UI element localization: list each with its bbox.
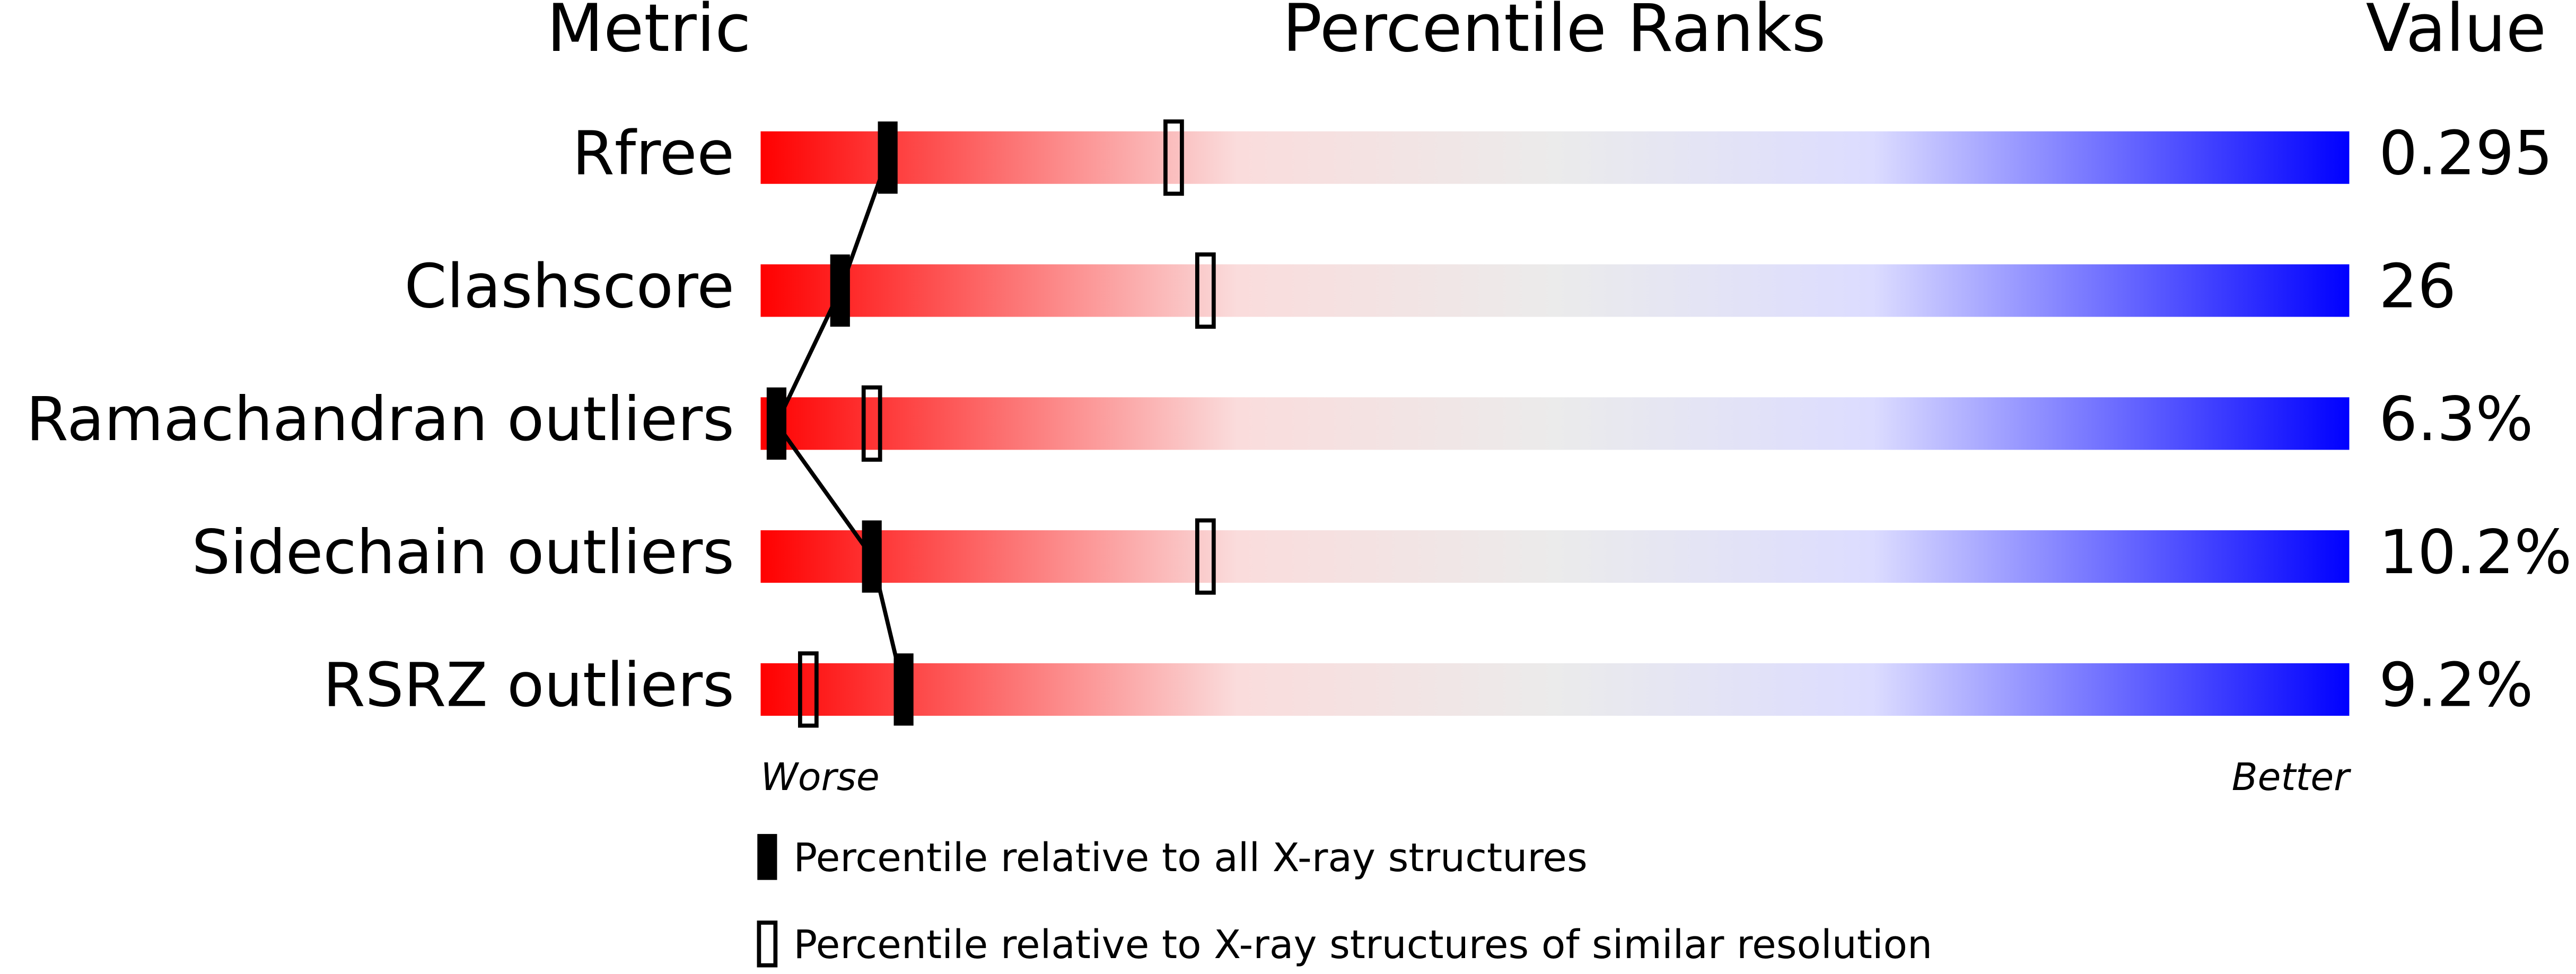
legend-label: Percentile relative to all X-ray structu… (793, 835, 1587, 881)
metric-value: 26 (2379, 251, 2456, 322)
header-value: Value (2366, 0, 2546, 67)
percentile-bar (760, 663, 2350, 716)
similar-percentile-marker (1163, 119, 1184, 196)
similar-percentile-marker (1195, 252, 1216, 329)
all-percentile-marker (893, 653, 914, 726)
metric-value: 0.295 (2379, 119, 2553, 189)
percentile-bar (760, 264, 2350, 317)
all-percentile-marker (878, 121, 898, 194)
percentile-bar (760, 131, 2350, 184)
similar-percentile-marker (861, 385, 882, 462)
header-metric: Metric (547, 0, 751, 67)
legend-label: Percentile relative to X-ray structures … (793, 922, 1932, 968)
metric-value: 6.3% (2379, 384, 2533, 455)
worse-label: Worse (760, 755, 879, 799)
legend-swatch (757, 833, 777, 880)
all-percentile-marker (830, 254, 850, 327)
similar-percentile-marker (1195, 518, 1216, 595)
percentile-bar (760, 530, 2350, 583)
metric-label: Rfree (572, 119, 734, 189)
metric-label: RSRZ outliers (323, 651, 734, 721)
similar-percentile-marker (798, 651, 819, 728)
better-label: Better (2232, 755, 2351, 799)
all-percentile-marker (862, 520, 882, 593)
metric-label: Ramachandran outliers (26, 384, 734, 455)
all-percentile-marker (766, 387, 787, 460)
legend-swatch (757, 920, 778, 968)
metric-label: Clashscore (404, 251, 734, 322)
metric-label: Sidechain outliers (191, 517, 734, 588)
metric-value: 10.2% (2379, 517, 2572, 588)
header-percentile: Percentile Ranks (1282, 0, 1826, 67)
metric-value: 9.2% (2379, 651, 2533, 721)
percentile-bar (760, 397, 2350, 450)
